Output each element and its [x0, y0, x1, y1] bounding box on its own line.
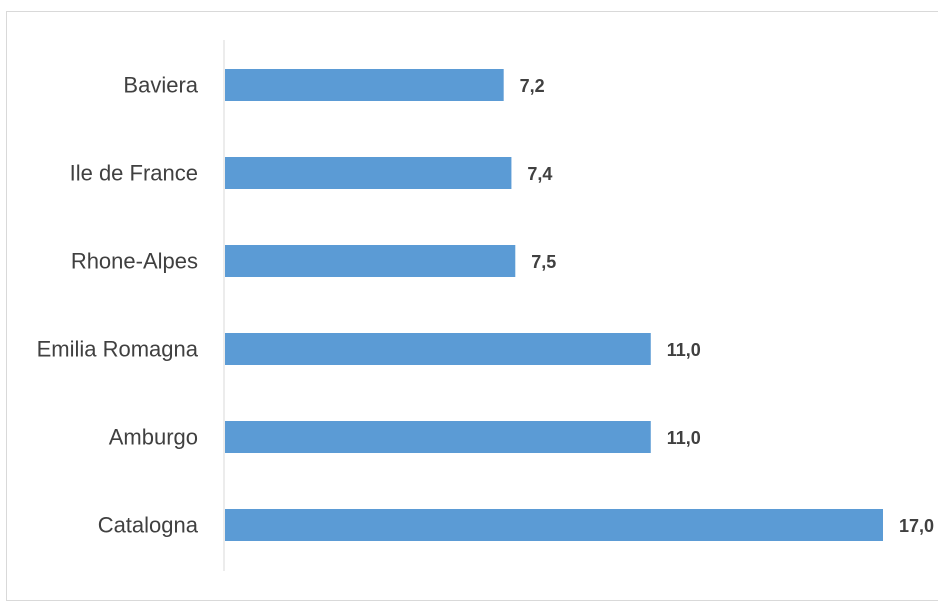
data-label: 11,0 [667, 428, 701, 448]
category-label: Rhone-Alpes [71, 249, 198, 274]
bar-catalogna [225, 509, 883, 541]
category-label: Ile de France [70, 161, 198, 186]
bars-group [225, 69, 883, 541]
data-labels-group: 7,2 7,4 7,5 11,0 11,0 17,0 [520, 76, 934, 536]
bar-ile-de-france [225, 157, 512, 189]
data-label: 7,5 [531, 252, 556, 272]
bar-rhone-alpes [225, 245, 516, 277]
category-label: Catalogna [98, 513, 199, 538]
data-label: 17,0 [899, 516, 934, 536]
data-label: 7,4 [527, 164, 552, 184]
category-label: Emilia Romagna [37, 337, 199, 362]
category-label: Baviera [123, 73, 198, 98]
data-label: 11,0 [667, 340, 701, 360]
category-labels-group: Baviera Ile de France Rhone-Alpes Emilia Ro… [37, 73, 199, 538]
bar-emilia-romagna [225, 333, 651, 365]
bar-baviera [225, 69, 504, 101]
data-label: 7,2 [520, 76, 545, 96]
category-label: Amburgo [109, 425, 198, 450]
bar-amburgo [225, 421, 651, 453]
